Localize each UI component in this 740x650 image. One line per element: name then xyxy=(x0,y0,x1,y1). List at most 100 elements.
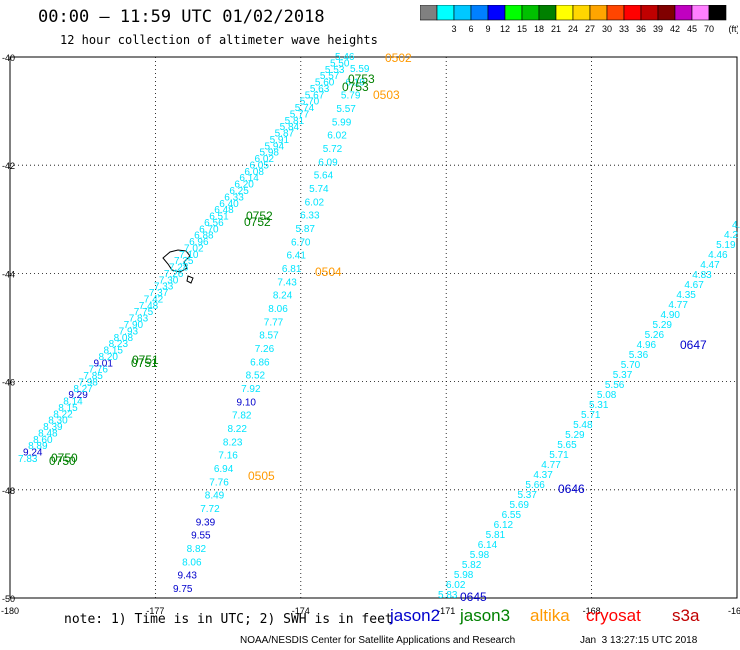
swh-value-track-a: 6.51 xyxy=(209,212,229,223)
legend-altika: altika xyxy=(530,606,570,625)
pass-time-label: 0752 xyxy=(246,209,273,223)
pass-time-label: 0647 xyxy=(680,338,707,352)
lon-tick-label: -180 xyxy=(1,606,19,616)
swh-value-track-c: 5.29 xyxy=(653,320,673,331)
swh-value-track-a: 7.48 xyxy=(139,301,159,312)
lon-tick-label: -174 xyxy=(292,606,310,616)
swh-value-track-b: 8.52 xyxy=(246,371,266,382)
swh-value-track-b: 8.24 xyxy=(273,291,293,302)
swh-value-track-b: 6.33 xyxy=(300,211,320,222)
swh-value-track-a: 6.02 xyxy=(254,154,274,165)
lat-tick-label: -50 xyxy=(2,594,15,604)
lon-tick-label: -177 xyxy=(146,606,164,616)
swh-value-track-b: 7.26 xyxy=(255,344,275,355)
swh-value-track-c: 4.96 xyxy=(637,340,657,351)
swh-value-track-a: 8.30 xyxy=(48,416,68,427)
swh-value-track-a: 6.08 xyxy=(244,167,264,178)
swh-value-track-a: 6.88 xyxy=(194,231,214,242)
swh-value-track-a: 6.05 xyxy=(249,160,269,171)
swh-value-track-c: 5.65 xyxy=(557,440,577,451)
swh-value-track-b: 6.41 xyxy=(286,251,306,262)
swh-value-track-a: 5.63 xyxy=(310,84,330,95)
swh-value-track-b: 6.19 xyxy=(345,77,365,88)
swh-value-track-c: 6.14 xyxy=(478,540,498,551)
swh-value-track-a: 7.98 xyxy=(78,377,98,388)
pass-time-label: 0752 xyxy=(244,215,271,229)
pass-time-label: 0751 xyxy=(131,356,158,370)
scale-tick-label: 9 xyxy=(485,24,490,34)
swh-value-track-a: 5.87 xyxy=(275,129,295,140)
swh-value-track-a: 7.85 xyxy=(83,371,103,382)
lat-tick-label: -48 xyxy=(2,486,15,496)
pass-time-label: 0751 xyxy=(132,353,159,367)
swh-value-track-b: 7.77 xyxy=(264,317,284,328)
scale-tick-label: 18 xyxy=(534,24,544,34)
pass-time-label: 0753 xyxy=(342,80,369,94)
swh-value-track-a: 5.77 xyxy=(290,109,310,120)
swh-value-track-c: 5.08 xyxy=(597,390,617,401)
swh-value-track-a: 5.94 xyxy=(265,141,285,152)
footnote: note: 1) Time is in UTC; 2) SWH is in fe… xyxy=(64,612,393,627)
scale-tick-label: 15 xyxy=(517,24,527,34)
lon-tick-label: -165 xyxy=(728,606,740,616)
swh-value-track-b: 9.39 xyxy=(196,517,216,528)
swh-value-track-b: 7.72 xyxy=(200,504,220,515)
swh-value-track-b: 5.87 xyxy=(296,224,316,235)
swh-value-track-b: 6.86 xyxy=(250,357,270,368)
swh-value-track-b: 9.55 xyxy=(191,531,211,542)
scale-tick-label: 24 xyxy=(568,24,578,34)
swh-value-track-b: 9.75 xyxy=(173,584,193,595)
swh-value-track-a: 8.08 xyxy=(114,333,134,344)
swh-value-track-a: 8.22 xyxy=(53,409,73,420)
swh-value-track-a: 7.26 xyxy=(164,269,184,280)
swh-value-track-a: 7.25 xyxy=(174,256,194,267)
credit-line: NOAA/NESDIS Center for Satellite Applica… xyxy=(240,635,516,646)
swh-value-track-c: 5.98 xyxy=(454,570,474,581)
scale-tick-label: 27 xyxy=(585,24,595,34)
swh-value-track-a: 5.57 xyxy=(320,71,340,82)
islet-outline xyxy=(186,275,194,284)
island-outline xyxy=(162,249,191,273)
swh-value-track-b: 6.94 xyxy=(214,464,234,475)
pass-time-label: 0646 xyxy=(558,482,585,496)
swh-value-track-b: 5.99 xyxy=(332,117,352,128)
scale-tick-label: 42 xyxy=(670,24,680,34)
swh-value-track-b: 8.23 xyxy=(223,437,243,448)
swh-value-track-b: 8.57 xyxy=(259,331,279,342)
swh-value-track-c: 5.69 xyxy=(510,500,530,511)
swh-value-track-a: 8.39 xyxy=(43,422,63,433)
pass-time-label: 0753 xyxy=(348,72,375,86)
swh-value-track-b: 8.82 xyxy=(187,544,207,555)
lat-tick-label: -42 xyxy=(2,161,15,171)
swh-value-track-a: 8.23 xyxy=(109,339,129,350)
swh-value-track-c: 5.70 xyxy=(621,360,641,371)
swh-value-track-a: 7.28 xyxy=(169,263,189,274)
swh-value-track-a: 6.33 xyxy=(224,192,244,203)
scale-tick-label: 45 xyxy=(687,24,697,34)
pass-time-label: 0750 xyxy=(51,451,78,465)
swh-value-track-c: 5.48 xyxy=(573,420,593,431)
swh-value-track-a: 6.96 xyxy=(189,237,209,248)
pass-time-label: 0504 xyxy=(315,265,342,279)
swh-value-track-c: 4.90 xyxy=(660,310,680,321)
swh-value-track-a: 7.37 xyxy=(149,288,169,299)
swh-value-track-c: 5.81 xyxy=(486,530,506,541)
swh-value-track-a: 8.27 xyxy=(73,384,93,395)
swh-value-track-c: 4.47 xyxy=(700,260,720,271)
swh-value-track-a: 7.10 xyxy=(179,250,199,261)
map-frame xyxy=(9,56,738,599)
swh-value-track-c: 5.71 xyxy=(549,450,569,461)
scale-tick-label: 36 xyxy=(636,24,646,34)
swh-value-track-c: 5.71 xyxy=(581,410,601,421)
lat-tick-label: -44 xyxy=(2,269,15,279)
pass-time-label: 0505 xyxy=(248,469,275,483)
swh-value-track-a: 5.81 xyxy=(285,116,305,127)
swh-value-track-b: 5.64 xyxy=(314,171,334,182)
swh-value-track-b: 5.57 xyxy=(336,104,356,115)
legend-cryosat: cryosat xyxy=(586,606,641,625)
swh-value-track-a: 6.14 xyxy=(239,173,259,184)
swh-value-track-b: 5.79 xyxy=(341,91,361,102)
swh-value-track-a: 5.74 xyxy=(295,103,315,114)
lat-tick-label: -40 xyxy=(2,53,15,63)
